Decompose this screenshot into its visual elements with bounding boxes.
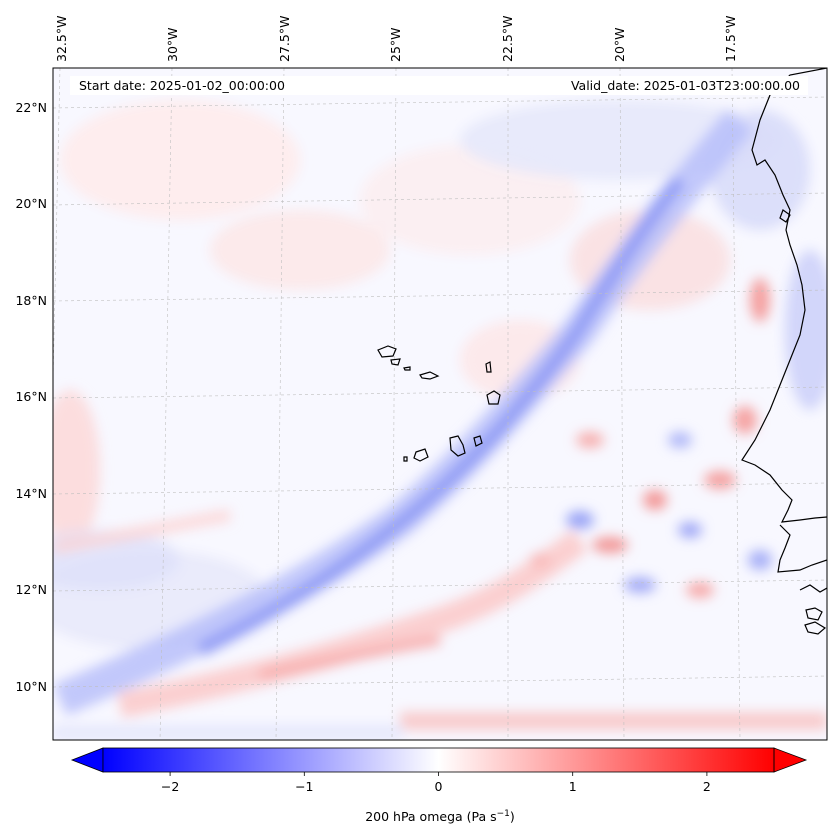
gridline-17-5w — [731, 68, 741, 740]
colorbar-min-extension — [70, 747, 104, 773]
lat-label-14n: 14°N — [15, 486, 47, 501]
lon-label-32-5w: 32.5°W — [54, 16, 69, 62]
colorbar-tick-label: −1 — [295, 779, 313, 794]
subsidence-band-core — [258, 635, 441, 680]
info-bar — [70, 76, 808, 95]
colorbar-tick-label: 2 — [703, 779, 711, 794]
subsidence-band — [117, 529, 588, 718]
colorbar-max-extension — [773, 747, 808, 773]
coast-islet — [779, 209, 791, 223]
colorbar-tick-label: 1 — [569, 779, 577, 794]
gridline-30w — [159, 68, 173, 740]
colorbar-gradient — [103, 748, 774, 772]
negative-cell — [748, 550, 772, 570]
bijagos-island — [804, 621, 827, 635]
island-sal — [485, 361, 492, 373]
positive-cell — [530, 553, 550, 567]
colorbar-label: 200 hPa omega (Pa s−1) — [365, 809, 515, 824]
ascent-weak-area — [60, 100, 300, 220]
lon-label-17-5w: 17.5°W — [723, 16, 738, 62]
island-sao-nicolau — [419, 371, 440, 380]
lon-label-27-5w: 27.5°W — [277, 16, 292, 62]
colorbar: −2 −1 0 1 2 200 hPa omega (Pa s−1) — [70, 747, 808, 824]
colorbar-tick-label: 0 — [435, 779, 443, 794]
negative-cell — [566, 511, 594, 529]
gambia-coast — [777, 524, 827, 573]
valid-date-label: Valid_date: 2025-01-03T23:00:00.00 — [571, 78, 800, 93]
positive-area — [360, 145, 580, 255]
island-santo-antao — [377, 345, 397, 358]
island-brava — [403, 456, 408, 462]
lon-label-30w: 30°W — [165, 27, 180, 62]
negative-cell — [624, 577, 656, 593]
island-santiago — [449, 435, 466, 457]
gridline-14n — [53, 482, 827, 495]
bottom-negative-strip — [53, 725, 403, 740]
gridline-18n — [53, 289, 827, 302]
positive-area — [53, 390, 100, 550]
gridline-20n — [53, 192, 827, 206]
coastline — [741, 68, 827, 635]
lat-label-20n: 20°N — [15, 196, 47, 211]
island-boa-vista — [486, 390, 501, 405]
positive-cell — [686, 582, 714, 598]
negative-cell — [668, 432, 692, 448]
bottom-positive-strip — [400, 712, 827, 730]
gridline-20w — [619, 68, 625, 740]
lat-label-16n: 16°N — [15, 389, 47, 404]
lon-label-20w: 20°W — [612, 27, 627, 62]
positive-cell — [733, 406, 757, 434]
latitude-labels: 22°N 20°N 18°N 16°N 14°N 12°N 10°N — [15, 100, 47, 694]
gridline-12n — [53, 579, 827, 592]
guinea-bissau-coast — [799, 584, 827, 593]
subsidence-band — [53, 509, 232, 554]
map-frame — [52, 67, 828, 741]
gridlines — [53, 68, 827, 740]
gridline-27-5w — [275, 68, 285, 740]
bijagos-island — [805, 607, 823, 621]
positive-area — [210, 210, 390, 290]
ascent-band-core — [196, 175, 686, 657]
positive-cell — [704, 471, 736, 489]
colorbar-tick-label: −2 — [161, 779, 179, 794]
island-fogo — [413, 448, 429, 462]
map-area — [53, 68, 827, 740]
gridline-10n — [53, 675, 827, 688]
west-africa-coast — [741, 68, 827, 523]
gridline-25w — [391, 68, 397, 740]
positive-cell — [592, 537, 628, 553]
colorbar-ticks: −2 −1 0 1 2 — [161, 772, 711, 794]
longitude-labels: 32.5°W 30°W 27.5°W 25°W 22.5°W 20°W 17.5… — [54, 16, 738, 62]
lon-label-22-5w: 22.5°W — [500, 16, 515, 62]
island-sao-vicente — [390, 358, 401, 366]
lat-label-18n: 18°N — [15, 293, 47, 308]
lat-label-10n: 10°N — [15, 679, 47, 694]
island-maio — [473, 435, 483, 447]
positive-cell — [750, 278, 770, 322]
gridline-16n — [53, 386, 827, 399]
negative-cell — [678, 522, 702, 538]
cape-verde-islands — [377, 345, 501, 462]
start-date-label: Start date: 2025-01-02_00:00:00 — [79, 78, 285, 93]
island-santa-luzia — [403, 366, 411, 371]
lon-label-25w: 25°W — [388, 27, 403, 62]
lat-label-12n: 12°N — [15, 582, 47, 597]
positive-cell — [576, 432, 604, 448]
gridline-22n — [53, 96, 827, 109]
positive-cell — [643, 490, 667, 510]
lat-label-22n: 22°N — [15, 100, 47, 115]
